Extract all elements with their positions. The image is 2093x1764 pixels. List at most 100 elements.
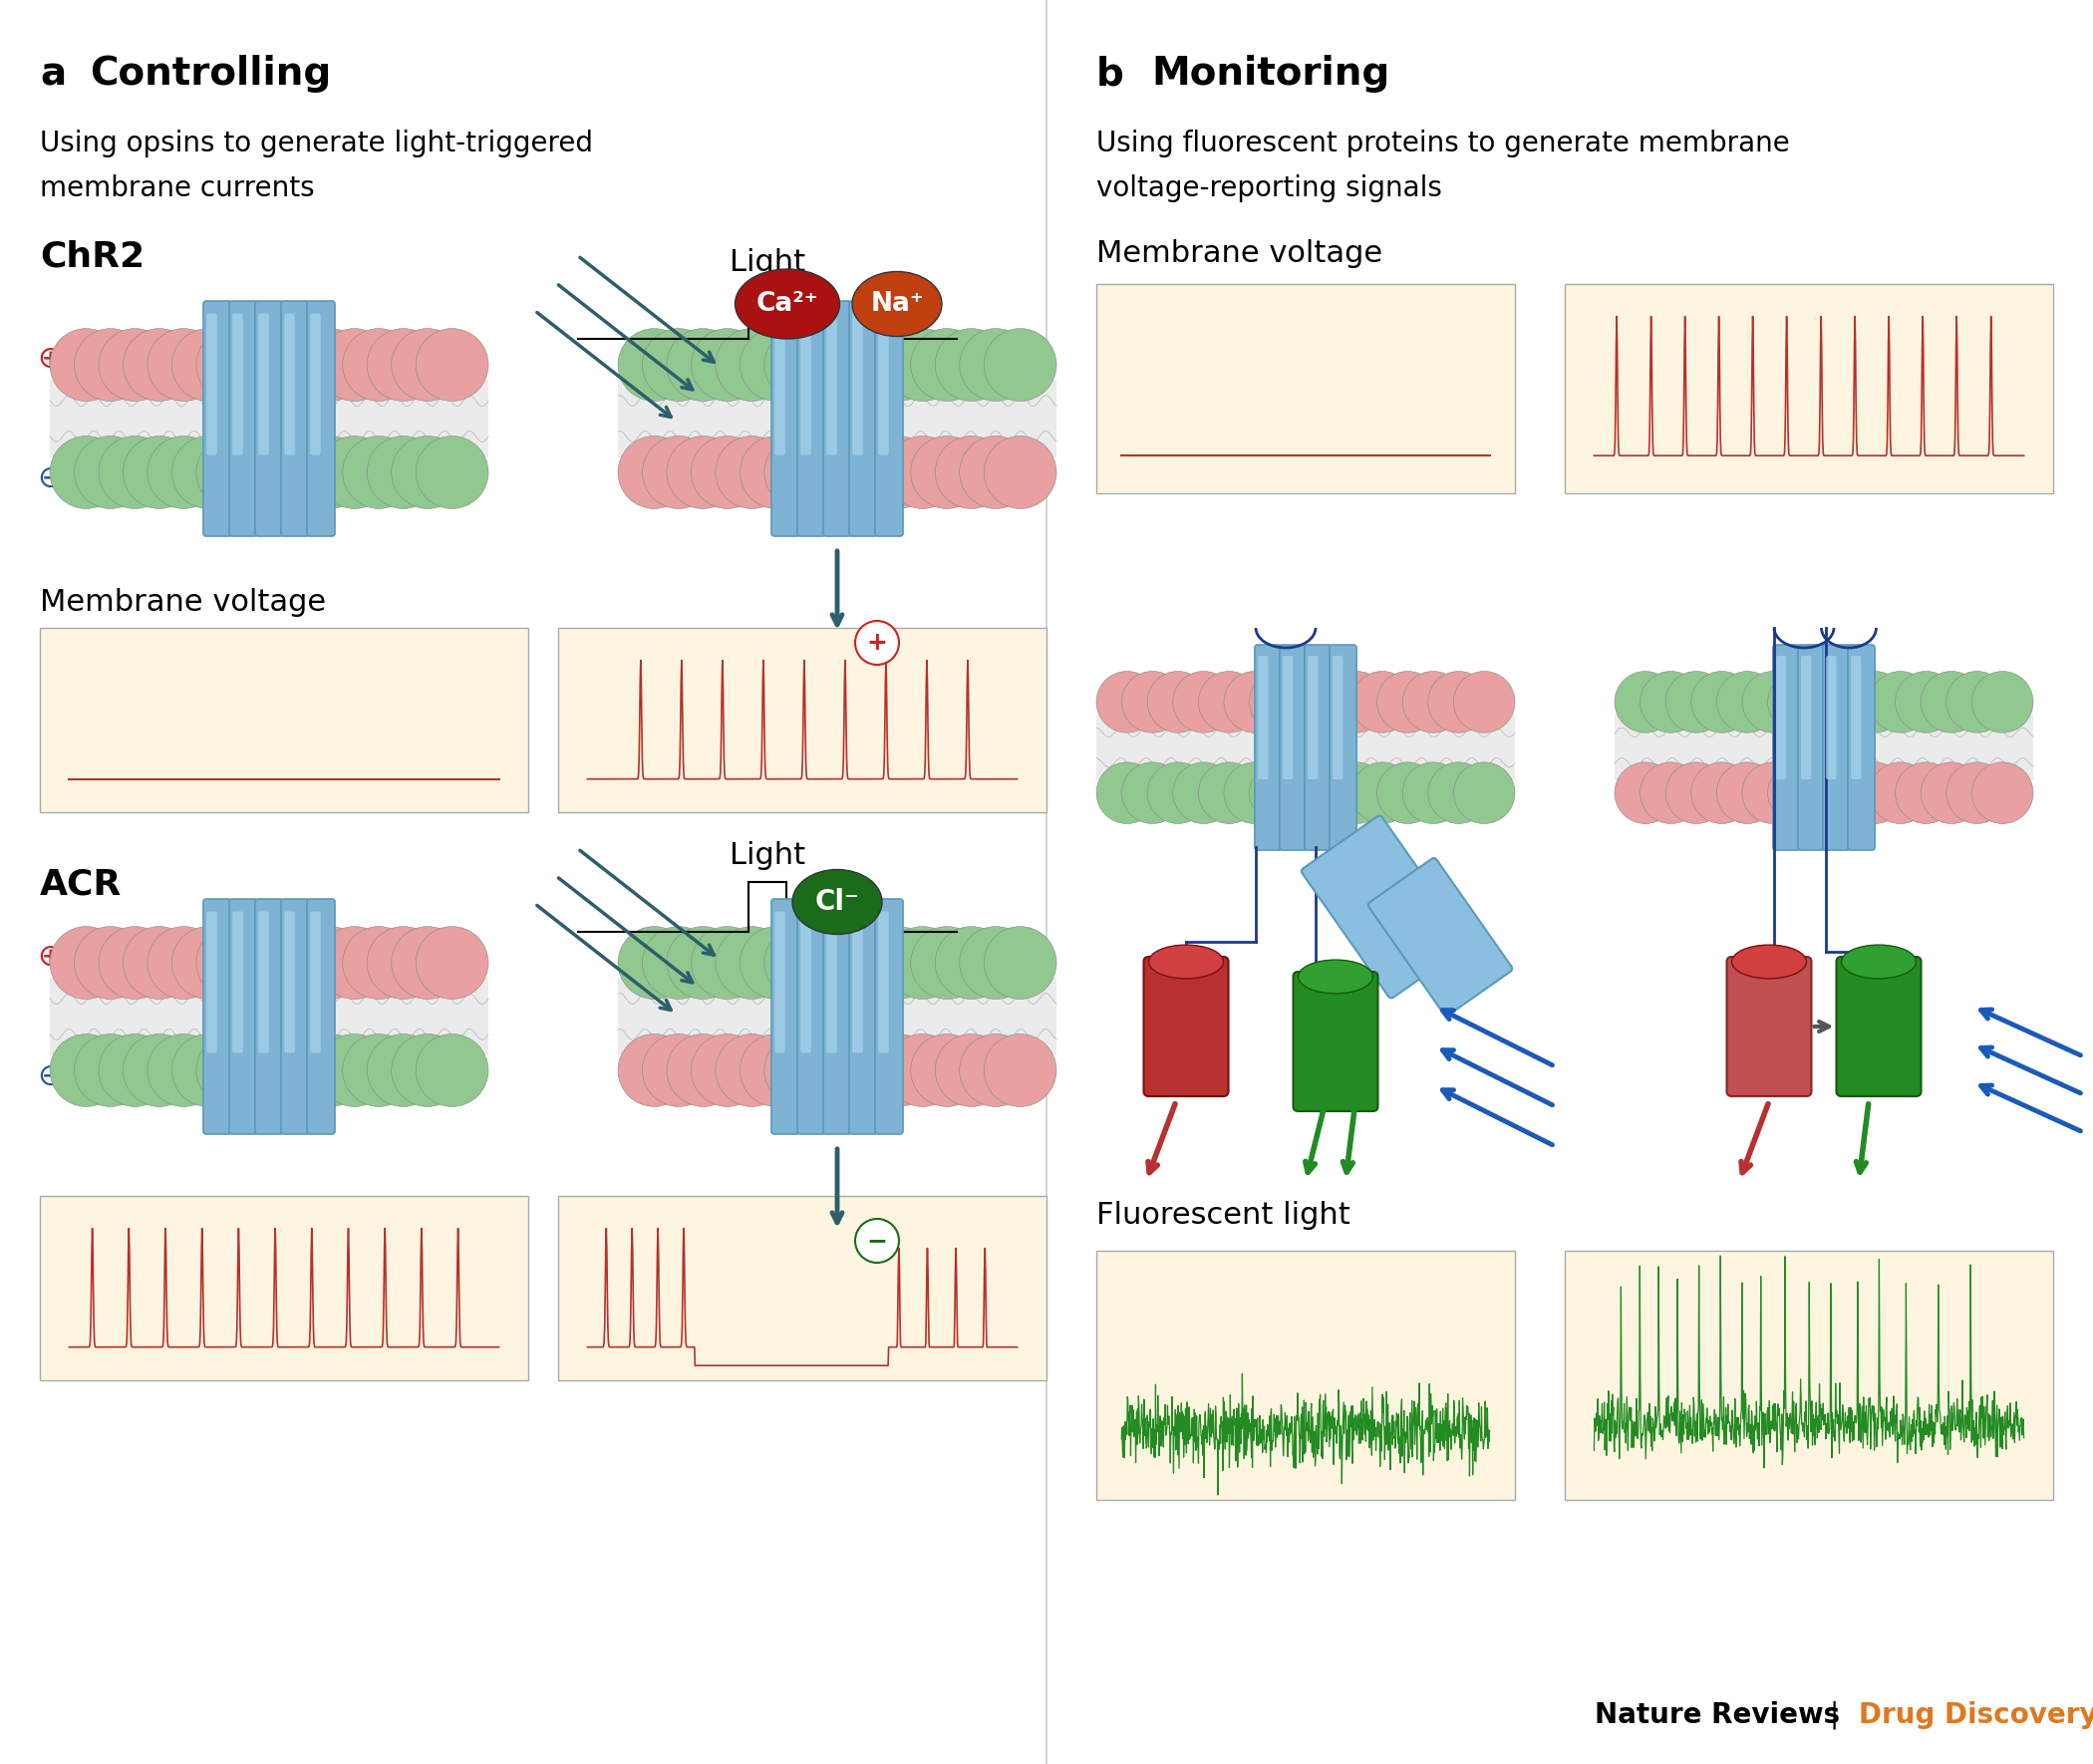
Circle shape [885,926,959,998]
Circle shape [391,436,465,508]
Text: Fluorescent light: Fluorescent light [1097,1201,1350,1230]
Circle shape [885,1034,959,1106]
Circle shape [1097,672,1157,732]
Text: ⊖: ⊖ [1099,792,1124,822]
Circle shape [1666,762,1727,824]
Circle shape [318,436,391,508]
Circle shape [789,436,862,508]
Circle shape [123,328,195,400]
Circle shape [318,328,391,400]
Circle shape [270,436,341,508]
Text: ⊖: ⊖ [38,464,63,492]
Ellipse shape [852,272,942,337]
FancyBboxPatch shape [232,314,243,455]
Circle shape [50,926,121,998]
Circle shape [50,1034,121,1106]
Circle shape [741,436,812,508]
Circle shape [764,328,837,400]
FancyBboxPatch shape [1283,656,1293,780]
Bar [1097,284,1515,494]
Circle shape [643,436,716,508]
Circle shape [391,328,465,400]
Circle shape [220,926,293,998]
Circle shape [1427,762,1490,824]
Circle shape [984,436,1057,508]
Circle shape [885,436,959,508]
FancyBboxPatch shape [879,912,890,1053]
Circle shape [1896,762,1957,824]
Circle shape [73,926,147,998]
FancyBboxPatch shape [255,900,283,1134]
Circle shape [1741,672,1804,732]
FancyBboxPatch shape [255,302,283,536]
Circle shape [764,436,837,508]
Circle shape [391,926,465,998]
Circle shape [1896,672,1957,732]
Circle shape [197,436,268,508]
FancyBboxPatch shape [879,314,890,455]
Circle shape [366,1034,440,1106]
Circle shape [643,1034,716,1106]
Circle shape [1844,762,1905,824]
Circle shape [716,926,789,998]
Circle shape [862,436,933,508]
Circle shape [318,1034,391,1106]
Circle shape [764,926,837,998]
FancyBboxPatch shape [797,302,825,536]
Circle shape [1224,762,1285,824]
Text: Using fluorescent proteins to generate membrane: Using fluorescent proteins to generate m… [1097,129,1790,157]
Text: ⊕: ⊕ [38,942,63,972]
Circle shape [123,926,195,998]
Circle shape [1275,762,1335,824]
Circle shape [366,926,440,998]
Bar [1614,714,2032,781]
Circle shape [837,926,910,998]
FancyBboxPatch shape [207,912,218,1053]
FancyBboxPatch shape [850,900,877,1134]
Ellipse shape [1842,946,1915,979]
Circle shape [691,328,764,400]
Circle shape [220,1034,293,1106]
Circle shape [391,1034,465,1106]
FancyBboxPatch shape [827,912,837,1053]
Ellipse shape [735,270,839,339]
Bar [617,379,1057,459]
Circle shape [643,328,716,400]
Circle shape [1224,672,1285,732]
Circle shape [366,328,440,400]
Circle shape [1300,672,1363,732]
Text: b: b [1097,55,1124,93]
FancyBboxPatch shape [1800,656,1810,780]
FancyBboxPatch shape [852,314,862,455]
Circle shape [1250,672,1310,732]
Text: +: + [867,632,887,654]
FancyBboxPatch shape [1823,646,1850,850]
Ellipse shape [793,870,881,935]
Circle shape [343,328,414,400]
Text: Monitoring: Monitoring [1151,55,1390,93]
Circle shape [220,328,293,400]
Circle shape [417,436,488,508]
FancyBboxPatch shape [1836,956,1921,1095]
Circle shape [789,1034,862,1106]
Text: ChR2: ChR2 [40,240,144,273]
Text: Light: Light [730,841,806,870]
FancyBboxPatch shape [203,302,230,536]
FancyBboxPatch shape [308,900,335,1134]
Circle shape [936,926,1007,998]
Circle shape [910,926,984,998]
FancyBboxPatch shape [823,900,852,1134]
Circle shape [936,328,1007,400]
Circle shape [245,926,318,998]
Circle shape [837,1034,910,1106]
Circle shape [1972,672,2032,732]
Circle shape [936,1034,1007,1106]
Circle shape [1352,672,1413,732]
Circle shape [147,328,220,400]
Circle shape [172,1034,245,1106]
Circle shape [98,328,172,400]
Circle shape [147,436,220,508]
FancyBboxPatch shape [797,900,825,1134]
Circle shape [668,926,739,998]
Text: −: − [867,1230,887,1252]
